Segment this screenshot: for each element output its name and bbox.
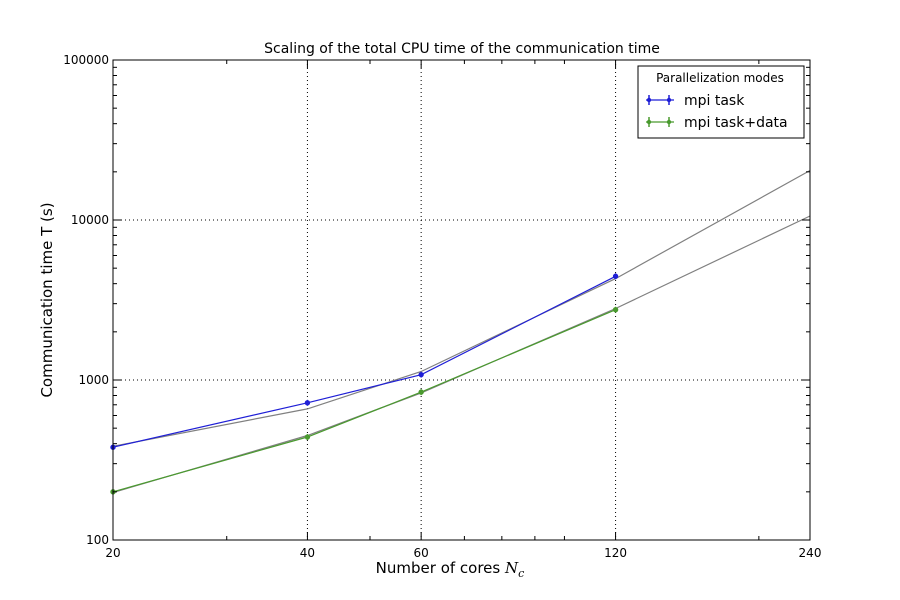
legend-marker <box>646 97 652 103</box>
legend: Parallelization modes mpi task mpi task+d… <box>637 65 805 139</box>
x-axis-symbol: N <box>504 559 519 577</box>
x-tick-label: 120 <box>604 546 627 560</box>
ticks: 20 40 60 120 240 100 1000 10000 100000 <box>63 53 821 560</box>
data-point <box>418 389 424 395</box>
x-tick-label: 40 <box>300 546 315 560</box>
series <box>110 273 619 495</box>
y-tick-label: 10000 <box>71 213 109 227</box>
x-axis-label: Number of cores Nc <box>376 559 525 580</box>
legend-label: mpi task <box>684 93 745 109</box>
data-point <box>304 434 311 440</box>
legend-marker <box>646 119 652 125</box>
legend-marker <box>666 97 672 103</box>
x-axis-label-text: Number of cores <box>376 559 501 577</box>
legend-items: mpi task mpi task+data <box>646 93 788 131</box>
data-point <box>612 307 619 313</box>
y-tick-label: 100 <box>86 533 109 547</box>
data-point <box>418 371 424 378</box>
legend-marker <box>666 119 672 125</box>
data-point <box>612 273 619 279</box>
x-tick-label: 60 <box>414 546 429 560</box>
y-tick-label: 100000 <box>63 53 109 67</box>
grid <box>113 60 810 540</box>
series-line <box>112 309 616 493</box>
data-point <box>304 400 311 406</box>
x-axis-symbol-subscript: c <box>518 567 524 580</box>
x-tick-label: 20 <box>105 546 120 560</box>
chart-title: Scaling of the total CPU time of the com… <box>264 41 660 57</box>
legend-label: mpi task+data <box>684 115 788 131</box>
series-line <box>112 275 616 448</box>
plot-frame <box>112 59 811 541</box>
x-tick-label: 240 <box>799 546 822 560</box>
legend-title: Parallelization modes <box>656 71 784 85</box>
legend-box <box>637 65 805 139</box>
fit-line <box>112 169 811 447</box>
y-axis-label: Communication time T (s) <box>38 202 56 397</box>
y-tick-label: 1000 <box>78 373 109 387</box>
